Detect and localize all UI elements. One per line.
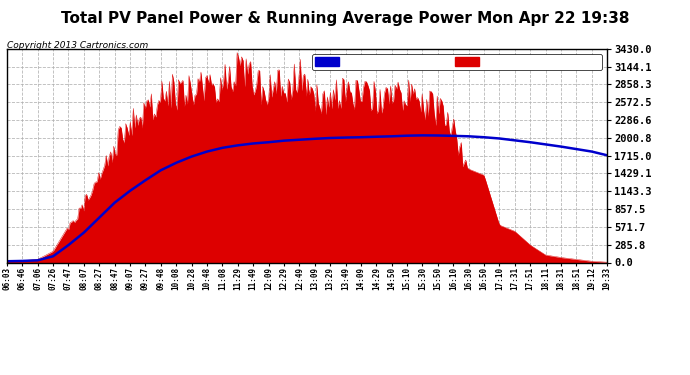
Text: Total PV Panel Power & Running Average Power Mon Apr 22 19:38: Total PV Panel Power & Running Average P…	[61, 11, 629, 26]
Legend: Average (DC Watts), PV Panels (DC Watts): Average (DC Watts), PV Panels (DC Watts)	[312, 54, 602, 70]
Text: Copyright 2013 Cartronics.com: Copyright 2013 Cartronics.com	[7, 41, 148, 50]
